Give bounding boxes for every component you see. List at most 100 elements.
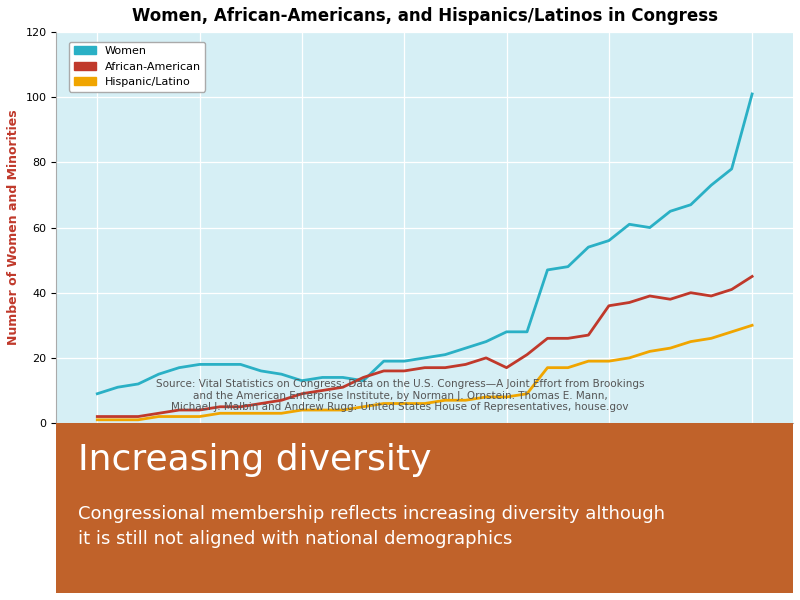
Women	[522, 328, 532, 335]
Hispanic/Latino	[215, 410, 225, 417]
African-American	[563, 335, 573, 342]
Women	[645, 224, 654, 231]
Women	[358, 377, 368, 384]
African-American	[686, 289, 695, 296]
Hispanic/Latino	[379, 400, 389, 407]
Line: African-American: African-American	[98, 277, 752, 416]
Line: Hispanic/Latino: Hispanic/Latino	[98, 325, 752, 420]
African-American	[461, 361, 470, 368]
African-American	[482, 354, 491, 361]
Text: Congressional membership reflects increasing diversity although
it is still not : Congressional membership reflects increa…	[78, 505, 666, 548]
African-American	[399, 367, 409, 374]
Hispanic/Latino	[563, 364, 573, 371]
Hispanic/Latino	[358, 403, 368, 410]
Women	[542, 266, 552, 274]
Women	[399, 358, 409, 365]
Women	[747, 91, 757, 98]
Women	[461, 344, 470, 352]
African-American	[236, 403, 246, 410]
Women	[686, 201, 695, 208]
Hispanic/Latino	[420, 400, 430, 407]
Hispanic/Latino	[461, 397, 470, 404]
Women	[134, 380, 143, 388]
Hispanic/Latino	[154, 413, 163, 420]
Women	[174, 364, 184, 371]
Hispanic/Latino	[686, 338, 695, 345]
Y-axis label: Number of Women and Minorities: Number of Women and Minorities	[7, 110, 20, 346]
Hispanic/Latino	[236, 410, 246, 417]
Women	[440, 351, 450, 358]
Hispanic/Latino	[174, 413, 184, 420]
African-American	[93, 413, 102, 420]
African-American	[727, 286, 737, 293]
African-American	[502, 364, 511, 371]
Women	[584, 244, 594, 251]
Women	[277, 371, 286, 378]
Hispanic/Latino	[727, 328, 737, 335]
Hispanic/Latino	[625, 354, 634, 361]
Women	[236, 361, 246, 368]
African-American	[625, 299, 634, 306]
X-axis label: Congress: Congress	[392, 452, 457, 465]
African-American	[194, 406, 204, 413]
African-American	[645, 292, 654, 299]
Women	[194, 361, 204, 368]
Women	[625, 221, 634, 228]
African-American	[358, 374, 368, 381]
Hispanic/Latino	[706, 335, 716, 342]
African-American	[277, 397, 286, 404]
Hispanic/Latino	[440, 397, 450, 404]
African-American	[154, 410, 163, 417]
African-American	[440, 364, 450, 371]
African-American	[747, 273, 757, 280]
Hispanic/Latino	[604, 358, 614, 365]
Women	[706, 182, 716, 189]
African-American	[318, 387, 327, 394]
African-American	[604, 302, 614, 310]
African-American	[522, 351, 532, 358]
Women	[379, 358, 389, 365]
Hispanic/Latino	[747, 322, 757, 329]
Line: Women: Women	[98, 94, 752, 394]
Women	[666, 208, 675, 215]
Hispanic/Latino	[666, 344, 675, 352]
Legend: Women, African-American, Hispanic/Latino: Women, African-American, Hispanic/Latino	[70, 41, 206, 92]
Women	[93, 390, 102, 397]
Women	[256, 367, 266, 374]
Text: Source: Vital Statistics on Congress: Data on the U.S. Congress—A Joint Effort f: Source: Vital Statistics on Congress: Da…	[156, 379, 644, 412]
Hispanic/Latino	[645, 348, 654, 355]
Hispanic/Latino	[297, 406, 306, 413]
Hispanic/Latino	[134, 416, 143, 424]
Hispanic/Latino	[93, 416, 102, 424]
Hispanic/Latino	[482, 394, 491, 401]
Women	[482, 338, 491, 345]
Hispanic/Latino	[522, 390, 532, 397]
Hispanic/Latino	[338, 406, 348, 413]
Hispanic/Latino	[318, 406, 327, 413]
Women	[215, 361, 225, 368]
African-American	[134, 413, 143, 420]
Women	[563, 263, 573, 270]
Women	[420, 354, 430, 361]
African-American	[666, 296, 675, 303]
Title: Women, African-Americans, and Hispanics/Latinos in Congress: Women, African-Americans, and Hispanics/…	[132, 7, 718, 25]
Hispanic/Latino	[399, 400, 409, 407]
Hispanic/Latino	[113, 416, 122, 424]
Women	[604, 237, 614, 244]
Women	[318, 374, 327, 381]
African-American	[215, 403, 225, 410]
African-American	[297, 390, 306, 397]
Hispanic/Latino	[277, 410, 286, 417]
African-American	[256, 400, 266, 407]
Hispanic/Latino	[584, 358, 594, 365]
African-American	[338, 383, 348, 391]
Hispanic/Latino	[256, 410, 266, 417]
Women	[502, 328, 511, 335]
Text: Increasing diversity: Increasing diversity	[78, 443, 432, 478]
Women	[338, 374, 348, 381]
Women	[727, 166, 737, 173]
Hispanic/Latino	[542, 364, 552, 371]
African-American	[584, 331, 594, 338]
Women	[113, 383, 122, 391]
Hispanic/Latino	[502, 394, 511, 401]
